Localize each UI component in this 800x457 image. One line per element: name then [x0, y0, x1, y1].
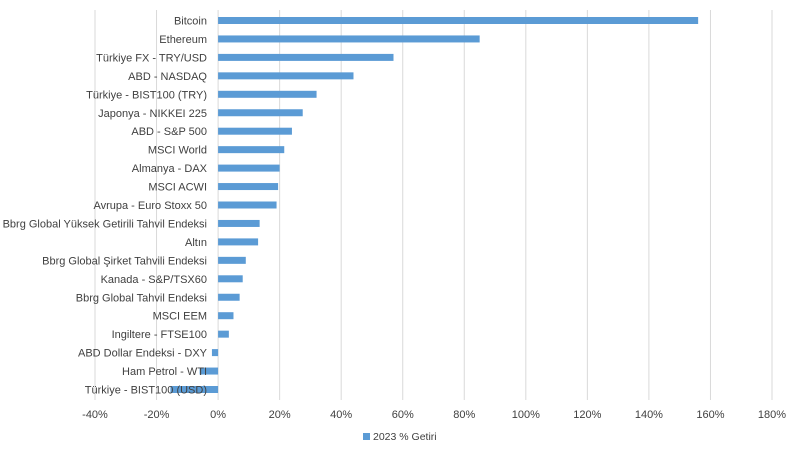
category-label: Ham Petrol - WTI	[122, 366, 207, 378]
bar	[218, 293, 240, 301]
bar	[199, 367, 219, 375]
legend-swatch	[363, 433, 370, 440]
category-label: ABD - S&P 500	[131, 126, 207, 138]
bar	[218, 238, 259, 246]
category-label: Bbrg Global Yüksek Getirili Tahvil Endek…	[3, 218, 207, 230]
bar	[218, 109, 303, 117]
category-label: Türkiye - BIST100 (TRY)	[86, 89, 207, 101]
x-tick-label: 140%	[635, 409, 663, 421]
bar	[218, 312, 234, 320]
category-label: Türkiye FX - TRY/USD	[96, 52, 207, 64]
bar	[218, 164, 280, 172]
bar	[218, 90, 317, 98]
bar	[218, 17, 699, 24]
x-tick-label: 60%	[392, 409, 414, 421]
category-label: Türkiye - BIST100 (USD)	[85, 385, 207, 397]
bar	[218, 256, 246, 264]
x-tick-label: 180%	[758, 409, 786, 421]
category-label: ABD - NASDAQ	[128, 71, 207, 83]
category-label: MSCI World	[148, 145, 207, 157]
bar	[218, 146, 285, 154]
bar	[218, 35, 480, 43]
category-label: Bitcoin	[174, 16, 207, 28]
x-tick-label: -40%	[82, 409, 108, 421]
bar	[218, 275, 243, 283]
x-tick-label: 100%	[512, 409, 540, 421]
bar	[218, 183, 279, 191]
category-label: Bbrg Global Tahvil Endeksi	[76, 292, 207, 304]
category-label: MSCI EEM	[153, 311, 207, 323]
category-label: ABD Dollar Endeksi - DXY	[78, 348, 208, 360]
bar	[218, 72, 354, 80]
category-label: Almanya - DAX	[132, 163, 208, 175]
bar	[218, 53, 394, 61]
category-label: MSCI ACWI	[148, 182, 207, 194]
category-label: Altın	[185, 237, 207, 249]
category-label: Ethereum	[159, 34, 207, 46]
bar	[211, 349, 219, 357]
x-tick-label: 120%	[573, 409, 601, 421]
x-tick-label: 80%	[453, 409, 475, 421]
category-label: Avrupa - Euro Stoxx 50	[93, 200, 207, 212]
legend-label: 2023 % Getiri	[373, 431, 437, 443]
category-label: Kanada - S&P/TSX60	[101, 274, 207, 286]
bar	[170, 386, 219, 393]
bar	[218, 219, 260, 227]
x-tick-label: 40%	[330, 409, 352, 421]
x-tick-label: -20%	[144, 409, 170, 421]
bar	[218, 330, 229, 338]
category-label: Ingiltere - FTSE100	[112, 329, 207, 341]
category-label: Bbrg Global Şirket Tahvili Endeksi	[42, 255, 207, 267]
x-tick-label: 160%	[696, 409, 724, 421]
bar	[218, 127, 292, 135]
bar	[218, 201, 277, 209]
x-tick-label: 0%	[210, 409, 226, 421]
x-tick-label: 20%	[269, 409, 291, 421]
category-label: Japonya - NIKKEI 225	[98, 108, 207, 120]
